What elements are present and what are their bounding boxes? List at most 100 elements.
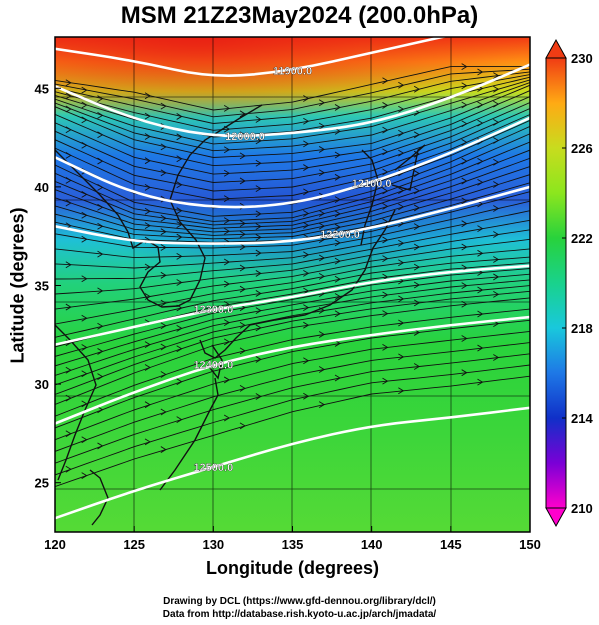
flow-arrow	[223, 169, 231, 177]
flow-arrow	[160, 143, 167, 151]
flow-arrow	[318, 401, 326, 408]
streamline	[55, 219, 530, 280]
flow-arrow	[303, 222, 310, 229]
flow-arrow	[477, 119, 484, 127]
colorbar-scale	[545, 57, 567, 509]
flow-arrow	[303, 164, 310, 171]
flow-arrow	[144, 157, 151, 165]
flow-arrow	[223, 414, 231, 422]
flow-arrow	[176, 345, 183, 353]
streamline	[55, 133, 530, 222]
flow-arrow	[255, 116, 262, 123]
flow-arrow	[398, 149, 405, 157]
flow-arrow	[413, 131, 421, 139]
flow-arrow	[144, 401, 151, 409]
flow-arrow	[255, 393, 262, 400]
flow-arrow	[398, 319, 405, 327]
height-contour	[55, 406, 530, 520]
flow-arrow	[223, 258, 231, 266]
flow-arrow	[176, 416, 183, 423]
flow-arrow	[493, 231, 500, 238]
x-tick-label: 135	[282, 537, 304, 552]
flow-arrow	[461, 197, 468, 205]
flow-arrow	[160, 343, 167, 351]
flow-arrow	[65, 199, 72, 207]
flow-arrow	[81, 400, 88, 408]
y-axis-label: Latitude (degrees)	[7, 207, 28, 364]
y-axis: 25 30 35 40 45	[35, 81, 61, 491]
flow-arrow	[97, 442, 104, 450]
flow-arrow	[413, 299, 421, 307]
flow-arrow	[461, 120, 468, 128]
flow-arrow	[398, 187, 405, 195]
flow-arrow	[382, 187, 389, 195]
streamline	[55, 174, 530, 240]
flow-arrow	[398, 353, 405, 361]
height-contour	[55, 116, 530, 209]
flow-arrow	[477, 344, 484, 352]
flow-arrow	[255, 185, 262, 192]
flow-arrow	[461, 82, 468, 90]
colorbar-top-arrow	[545, 38, 567, 59]
flow-arrow	[461, 369, 468, 377]
colorbar-tick-label: 226	[571, 141, 593, 156]
flow-arrow	[382, 273, 389, 281]
flow-arrow	[160, 322, 167, 330]
flow-arrow	[382, 310, 389, 318]
flow-arrow	[477, 68, 484, 76]
flow-arrow	[97, 348, 104, 355]
flow-arrow	[413, 204, 421, 212]
height-contour	[55, 315, 530, 425]
flow-arrow	[81, 116, 88, 124]
flow-arrow	[160, 271, 167, 279]
coast-kyushu	[209, 344, 223, 380]
flow-arrow	[477, 101, 484, 109]
flow-arrow	[413, 85, 421, 93]
flow-arrow	[413, 187, 421, 195]
flow-arrow	[334, 340, 341, 347]
x-tick-label: 120	[44, 537, 66, 552]
flow-arrow	[176, 279, 183, 286]
flow-arrow	[160, 169, 167, 177]
x-tick-label: 150	[519, 537, 541, 552]
flow-arrow	[239, 230, 246, 238]
flow-arrow	[176, 324, 183, 332]
flow-arrow	[461, 63, 468, 70]
flow-arrow	[382, 236, 389, 244]
flow-arrow	[303, 269, 310, 277]
flow-arrow	[255, 270, 262, 277]
flow-arrow	[461, 243, 468, 251]
streamline	[55, 149, 530, 229]
flow-arrow	[255, 137, 262, 145]
flow-arrow	[477, 249, 484, 257]
contour-label: 12300.0	[193, 304, 233, 316]
flow-arrow	[413, 281, 421, 289]
flow-arrow	[160, 102, 167, 110]
flow-arrow	[65, 151, 72, 159]
flow-arrow	[461, 335, 468, 342]
flow-arrow	[81, 211, 88, 219]
flow-arrow	[303, 210, 310, 217]
streamline	[55, 268, 530, 357]
streamline	[55, 96, 530, 175]
flow-arrow	[303, 357, 310, 365]
flow-arrow	[398, 239, 405, 247]
streamline	[55, 342, 530, 452]
y-tick-label: 30	[35, 377, 49, 392]
flow-arrow	[81, 235, 88, 243]
streamline	[55, 285, 530, 386]
colorbar-bottom-arrow	[545, 507, 567, 528]
flow-arrow	[461, 157, 468, 165]
streamline	[55, 74, 530, 131]
flow-arrow	[239, 285, 246, 293]
flow-arrow	[176, 378, 183, 386]
streamline	[55, 82, 530, 152]
flow-arrow	[176, 233, 183, 241]
flow-arrow	[223, 319, 231, 326]
flow-arrow	[318, 366, 326, 373]
flow-arrow	[382, 168, 389, 176]
flow-arrow	[97, 183, 104, 191]
flow-arrow	[334, 210, 341, 218]
flow-arrow	[318, 99, 326, 107]
